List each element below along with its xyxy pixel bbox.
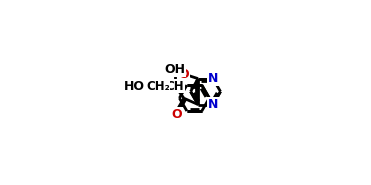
Text: HO: HO <box>124 80 145 93</box>
Text: N: N <box>208 72 218 85</box>
Text: O: O <box>178 68 189 80</box>
Text: CH: CH <box>166 80 184 93</box>
Text: OH: OH <box>165 63 186 76</box>
Text: CH₂: CH₂ <box>146 80 170 93</box>
Text: O: O <box>171 108 182 121</box>
Text: N: N <box>208 98 218 111</box>
